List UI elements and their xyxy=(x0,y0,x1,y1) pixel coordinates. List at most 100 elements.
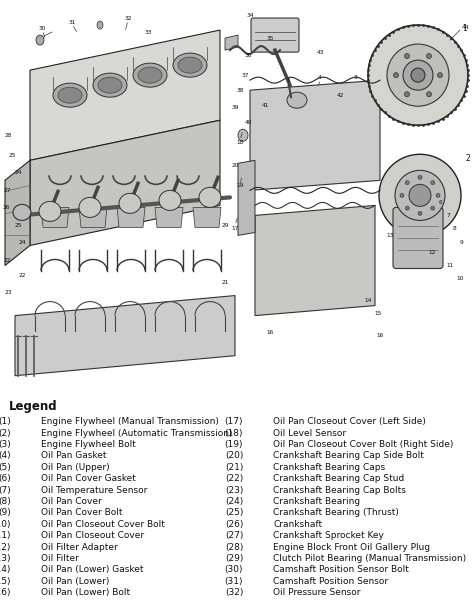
Text: 22: 22 xyxy=(3,258,11,263)
Text: 41: 41 xyxy=(261,103,269,108)
Ellipse shape xyxy=(431,181,435,185)
Text: 2: 2 xyxy=(465,154,470,163)
Text: (29): (29) xyxy=(225,554,243,563)
Text: 5: 5 xyxy=(286,78,290,83)
Text: 17: 17 xyxy=(231,226,239,231)
Text: Oil Pan Closeout Cover Bolt (Right Side): Oil Pan Closeout Cover Bolt (Right Side) xyxy=(273,440,454,449)
Ellipse shape xyxy=(178,57,202,73)
Ellipse shape xyxy=(13,204,31,221)
Text: (21): (21) xyxy=(225,463,243,472)
Text: Oil Pan Gasket: Oil Pan Gasket xyxy=(41,452,106,461)
Ellipse shape xyxy=(58,87,82,103)
Ellipse shape xyxy=(427,92,431,96)
Ellipse shape xyxy=(287,92,307,108)
Polygon shape xyxy=(5,160,30,265)
Text: (11): (11) xyxy=(0,531,11,540)
Text: (31): (31) xyxy=(225,577,243,586)
Ellipse shape xyxy=(418,175,422,179)
Ellipse shape xyxy=(387,44,449,106)
Text: Oil Pan (Lower) Gasket: Oil Pan (Lower) Gasket xyxy=(41,566,143,575)
Text: (19): (19) xyxy=(225,440,243,449)
Text: 30: 30 xyxy=(38,25,46,31)
Text: Oil Level Sensor: Oil Level Sensor xyxy=(273,429,346,438)
Text: (25): (25) xyxy=(225,508,243,517)
Text: 1: 1 xyxy=(463,24,467,33)
Text: 6: 6 xyxy=(438,200,442,205)
Text: 8: 8 xyxy=(453,226,457,231)
Ellipse shape xyxy=(238,129,248,141)
Ellipse shape xyxy=(436,194,440,197)
Text: Engine Flywheel Bolt: Engine Flywheel Bolt xyxy=(41,440,136,449)
Polygon shape xyxy=(193,207,221,227)
Text: (26): (26) xyxy=(225,520,243,529)
Text: 25: 25 xyxy=(8,153,16,158)
Text: Crankshaft Bearing (Thrust): Crankshaft Bearing (Thrust) xyxy=(273,508,399,517)
Polygon shape xyxy=(41,207,69,227)
Ellipse shape xyxy=(79,197,101,218)
Ellipse shape xyxy=(53,83,87,107)
Text: (28): (28) xyxy=(225,543,243,552)
Polygon shape xyxy=(30,30,220,160)
Text: 37: 37 xyxy=(241,72,249,78)
Text: 11: 11 xyxy=(447,263,454,268)
Ellipse shape xyxy=(411,68,425,82)
Ellipse shape xyxy=(199,188,221,207)
Ellipse shape xyxy=(404,92,410,96)
Text: 27: 27 xyxy=(3,188,11,193)
Text: (16): (16) xyxy=(0,588,11,597)
Ellipse shape xyxy=(379,154,461,236)
Text: (13): (13) xyxy=(0,554,11,563)
Text: Oil Filter Adapter: Oil Filter Adapter xyxy=(41,543,118,552)
Text: 22: 22 xyxy=(18,273,26,278)
Text: (18): (18) xyxy=(225,429,243,438)
Text: 21: 21 xyxy=(221,280,228,285)
Ellipse shape xyxy=(119,194,141,213)
Text: (9): (9) xyxy=(0,508,11,517)
Ellipse shape xyxy=(431,206,435,210)
Text: Crankshaft Bearing Cap Side Bolt: Crankshaft Bearing Cap Side Bolt xyxy=(273,452,424,461)
Text: (5): (5) xyxy=(0,463,11,472)
Text: 25: 25 xyxy=(14,223,22,228)
Text: 24: 24 xyxy=(18,240,26,245)
Text: Crankshaft Sprocket Key: Crankshaft Sprocket Key xyxy=(273,531,384,540)
Text: 34: 34 xyxy=(246,13,254,17)
Text: Crankshaft Bearing Caps: Crankshaft Bearing Caps xyxy=(273,463,385,472)
Ellipse shape xyxy=(395,170,445,221)
Text: (23): (23) xyxy=(225,485,243,494)
Text: (3): (3) xyxy=(0,440,11,449)
Ellipse shape xyxy=(438,72,443,78)
Polygon shape xyxy=(225,35,238,50)
Text: (32): (32) xyxy=(225,588,243,597)
Ellipse shape xyxy=(36,35,44,45)
Ellipse shape xyxy=(404,54,410,58)
Polygon shape xyxy=(15,295,235,376)
Ellipse shape xyxy=(403,60,433,90)
Text: Oil Temperature Sensor: Oil Temperature Sensor xyxy=(41,485,147,494)
Text: 13: 13 xyxy=(386,233,394,238)
Ellipse shape xyxy=(427,54,431,58)
Text: Oil Pan (Lower) Bolt: Oil Pan (Lower) Bolt xyxy=(41,588,130,597)
FancyBboxPatch shape xyxy=(393,207,443,268)
Text: Oil Pan Closeout Cover: Oil Pan Closeout Cover xyxy=(41,531,144,540)
Text: (20): (20) xyxy=(225,452,243,461)
Polygon shape xyxy=(117,207,145,227)
Ellipse shape xyxy=(159,191,181,210)
Ellipse shape xyxy=(133,63,167,87)
Text: Oil Filter: Oil Filter xyxy=(41,554,79,563)
Text: Crankshaft Bearing: Crankshaft Bearing xyxy=(273,497,360,506)
Ellipse shape xyxy=(39,201,61,221)
Text: 44: 44 xyxy=(461,25,469,30)
Text: (27): (27) xyxy=(225,531,243,540)
Ellipse shape xyxy=(405,206,409,210)
Text: Legend: Legend xyxy=(9,400,57,413)
Text: Camshaft Position Sensor Bolt: Camshaft Position Sensor Bolt xyxy=(273,566,409,575)
Text: 43: 43 xyxy=(316,49,324,55)
Text: 3: 3 xyxy=(353,75,357,80)
Text: 16: 16 xyxy=(266,330,273,335)
Ellipse shape xyxy=(173,53,207,77)
Text: (24): (24) xyxy=(225,497,243,506)
Text: Oil Pan (Upper): Oil Pan (Upper) xyxy=(41,463,109,472)
Text: 26: 26 xyxy=(2,205,9,210)
Ellipse shape xyxy=(138,67,162,83)
Text: (14): (14) xyxy=(0,566,11,575)
